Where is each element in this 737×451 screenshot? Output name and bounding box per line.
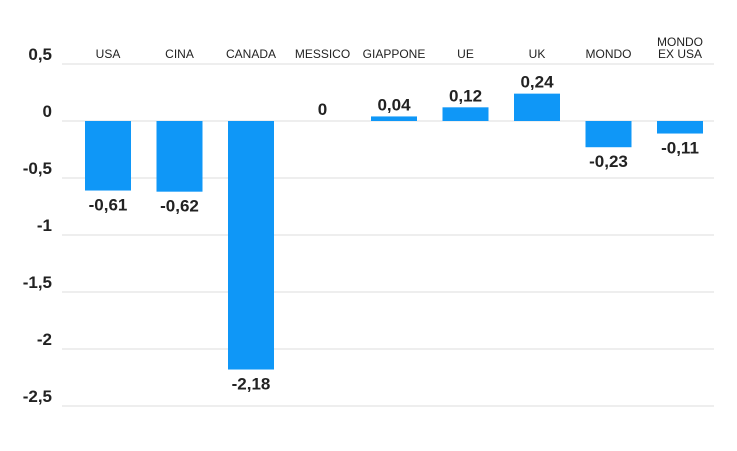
category-label: MONDO EX USA: [657, 35, 703, 61]
data-label: -0,23: [589, 152, 628, 171]
category-label-line: MONDO: [586, 47, 632, 61]
category-label-line: CINA: [165, 47, 194, 61]
data-label: 0,12: [449, 86, 482, 105]
bar: [442, 107, 489, 121]
bar: [228, 121, 274, 370]
category-label-line: EX USA: [658, 47, 702, 61]
bars: [85, 93, 703, 370]
category-label-line: MESSICO: [295, 47, 350, 61]
bar: [514, 93, 560, 121]
category-label: UK: [529, 47, 546, 61]
y-tick-label: -0,5: [23, 159, 52, 178]
y-axis: 0,5 0 -0,5 -1 -1,5 -2 -2,5: [23, 45, 52, 406]
y-tick-label: -2: [37, 330, 52, 349]
bar: [657, 121, 703, 134]
category-label-line: UK: [529, 47, 546, 61]
category-label: CANADA: [226, 47, 276, 61]
y-tick-label: -2,5: [23, 387, 52, 406]
category-label: CINA: [165, 47, 194, 61]
category-label: UE: [457, 47, 474, 61]
data-label: 0,04: [377, 95, 411, 114]
category-label: USA: [96, 47, 121, 61]
bar: [371, 116, 417, 121]
bar: [85, 121, 131, 191]
data-label: -0,61: [89, 196, 128, 215]
category-label-line: MONDO: [657, 35, 703, 49]
category-label: MONDO: [586, 47, 632, 61]
data-label: -0,11: [661, 139, 699, 158]
category-label: GIAPPONE: [363, 47, 426, 61]
category-label-line: UE: [457, 47, 474, 61]
data-label: -2,18: [232, 375, 271, 394]
category-label-line: CANADA: [226, 47, 276, 61]
data-label: 0: [318, 100, 327, 119]
bar: [585, 121, 632, 148]
gridlines: [62, 63, 714, 407]
category-labels: USA CINA CANADA MESSICO GIAPPONE UE UK MONDOMON…: [96, 35, 703, 61]
data-labels: -0,61 -0,62 -2,18 0 0,04 0,12 0,24 -0,23 -0,11: [89, 73, 699, 394]
category-label-line: USA: [96, 47, 121, 61]
y-tick-label: 0,5: [28, 45, 52, 64]
y-tick-label: -1,5: [23, 273, 52, 292]
data-label: 0,24: [520, 73, 554, 92]
data-label: -0,62: [160, 197, 199, 216]
category-label: MESSICO: [295, 47, 350, 61]
bar: [156, 121, 203, 192]
category-label-line: GIAPPONE: [363, 47, 426, 61]
y-tick-label: -1: [37, 216, 52, 235]
y-tick-label: 0: [43, 102, 52, 121]
